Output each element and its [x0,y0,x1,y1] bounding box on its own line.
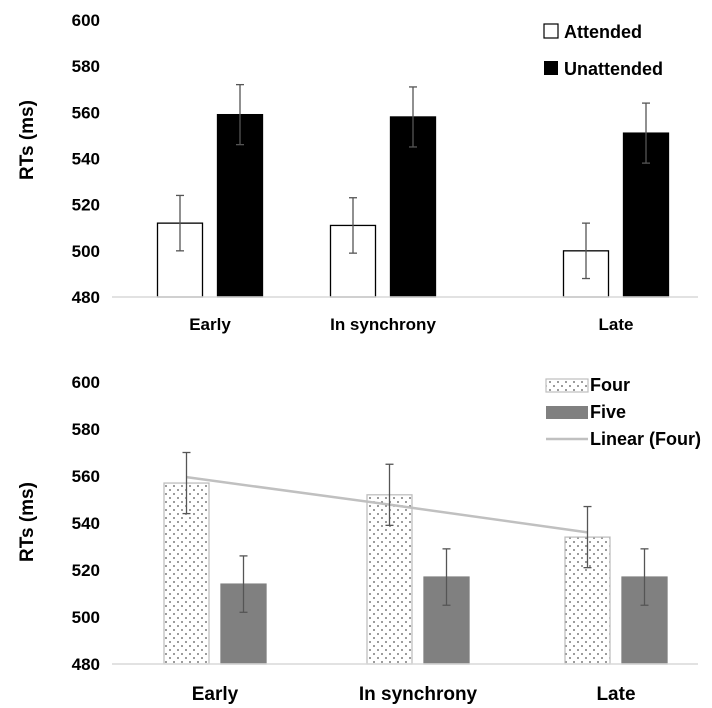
y-tick-label: 500 [72,608,100,627]
legend-swatch-four [545,378,589,393]
error-bar [239,555,248,613]
y-tick-label: 540 [72,150,100,169]
categories-2: Early In synchrony Late [192,684,636,705]
ticks-1: 480 500 520 540 560 580 600 [72,11,100,307]
y-tick-label: 540 [72,514,100,533]
error-bar [640,548,649,606]
y-tick-label: 600 [72,11,100,30]
x-category-label: Early [192,684,239,705]
legend-label-linear-four: Linear (Four) [590,429,701,449]
error-bar [642,102,650,164]
y-tick-label: 520 [72,561,100,580]
errorbars-1 [176,83,650,280]
legend-label-four: Four [590,375,630,395]
x-category-label: Late [596,684,635,705]
error-bar [582,222,590,280]
error-bar [182,451,191,515]
y-tick-label: 480 [72,288,100,307]
error-bar [409,86,417,148]
y-tick-label: 580 [72,57,100,76]
bars-2 [163,482,668,665]
legend-swatch-unattended [544,61,558,75]
y-tick-label: 480 [72,655,100,674]
y-axis-label-1: RTs (ms) [17,100,38,180]
errorbars-2 [182,451,649,613]
x-category-label: Early [189,315,231,334]
legend-label-unattended: Unattended [564,59,663,79]
y-tick-label: 580 [72,420,100,439]
legend-swatch-attended [543,23,559,39]
error-bar [442,548,451,606]
y-tick-label: 520 [72,196,100,215]
legend-2: Four Five Linear (Four) [545,375,701,449]
legend-label-attended: Attended [564,22,642,42]
legend-swatch-five [546,406,588,419]
y-tick-label: 500 [72,242,100,261]
error-bar [349,197,357,254]
y-tick-label: 600 [72,373,100,392]
error-bar [236,83,244,146]
legend-1: Attended Unattended [543,22,663,79]
x-category-label: Late [599,315,634,334]
error-bar [385,463,394,526]
ticks-2: 480 500 520 540 560 580 600 [72,373,100,674]
error-bar [176,194,184,252]
bar-unattended [216,113,264,298]
legend-label-five: Five [590,402,626,422]
y-tick-label: 560 [72,103,100,122]
chart-panel-1: RTs (ms) 480 500 520 540 560 580 600 Early In s… [17,11,698,334]
y-axis-label-2: RTs (ms) [17,482,38,562]
chart-panel-2: RTs (ms) 480 500 520 540 560 580 600 Early In s… [17,373,701,705]
x-category-label: In synchrony [359,684,478,705]
y-tick-label: 560 [72,467,100,486]
x-category-label: In synchrony [330,315,436,334]
error-bar [583,505,592,569]
categories-1: Early In synchrony Late [189,315,633,334]
